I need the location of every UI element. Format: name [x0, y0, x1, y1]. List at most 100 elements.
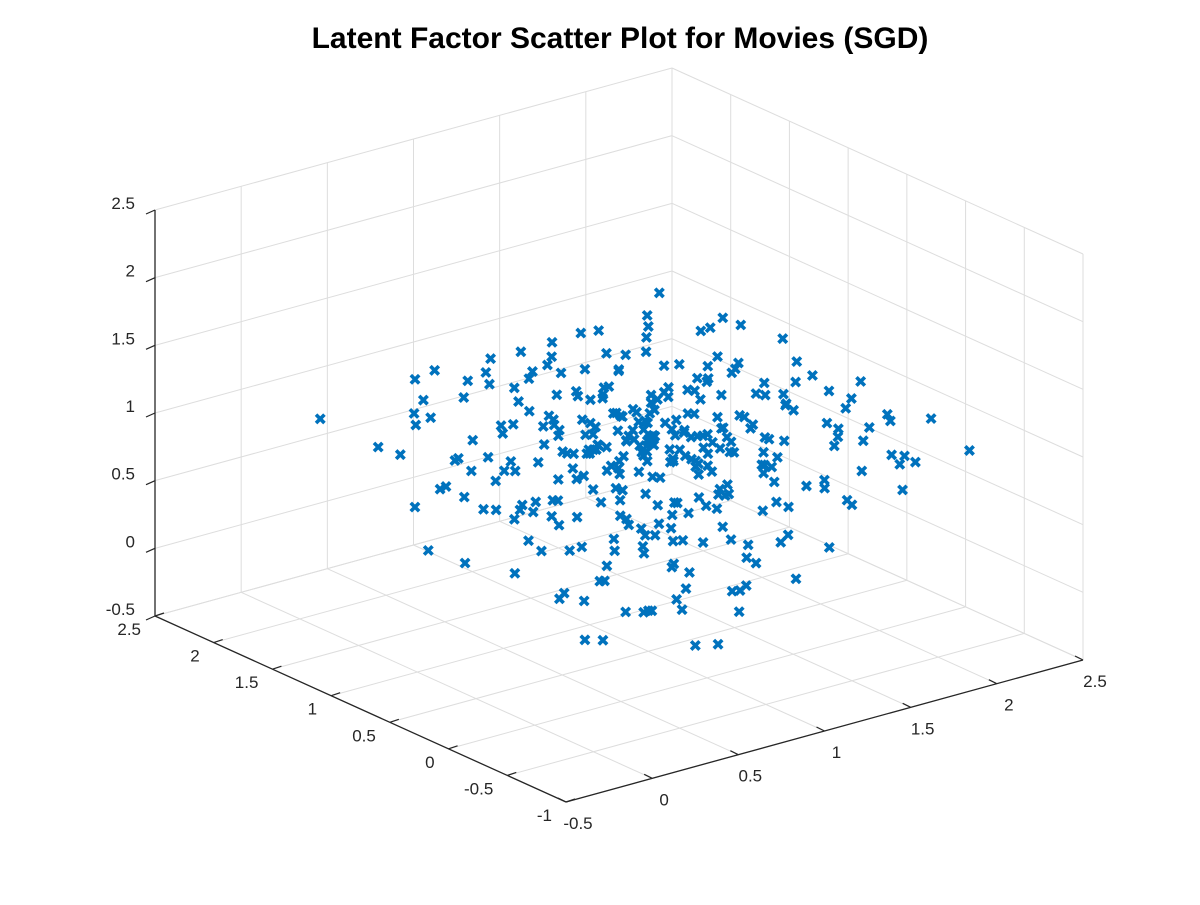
data-point — [546, 351, 558, 363]
data-point — [490, 475, 502, 487]
y-tick — [448, 745, 458, 750]
data-point — [636, 446, 648, 458]
data-point — [570, 385, 582, 397]
data-point — [508, 382, 520, 394]
grid-line-z-backwall — [671, 135, 1084, 323]
data-point — [715, 389, 727, 401]
data-point — [777, 333, 789, 345]
data-point — [621, 513, 632, 525]
data-point — [823, 385, 835, 397]
data-point — [693, 469, 705, 480]
data-point — [658, 360, 670, 372]
grid-line-z-backwall — [671, 473, 1084, 661]
data-point — [408, 407, 420, 419]
data-point — [505, 455, 517, 467]
data-point — [665, 522, 677, 534]
data-point — [535, 545, 547, 557]
y-tick — [565, 798, 576, 803]
data-point — [828, 440, 840, 452]
data-point — [701, 376, 713, 388]
data-point — [775, 536, 787, 548]
ticks-layer: -0.500.511.522.5-1-0.500.511.522.5-0.500… — [106, 194, 1107, 833]
data-point — [631, 406, 643, 418]
data-point — [576, 541, 588, 553]
data-point — [599, 575, 610, 587]
data-point — [523, 405, 535, 417]
data-point — [640, 331, 652, 343]
z-tick-label: 0.5 — [111, 465, 135, 484]
x-tick — [1074, 655, 1084, 661]
data-point — [692, 430, 704, 442]
grid-line-x-floor — [327, 568, 739, 756]
data-point — [691, 372, 703, 384]
data-point — [514, 504, 526, 516]
data-point — [652, 499, 664, 511]
data-point — [482, 451, 494, 463]
grid-line-z-backwall — [154, 405, 673, 549]
grid-line-x-floor — [413, 544, 825, 732]
data-point — [845, 393, 857, 404]
data-point — [643, 433, 655, 445]
data-point — [758, 459, 770, 471]
data-point — [791, 356, 803, 368]
data-point — [669, 429, 681, 441]
x-tick — [557, 797, 567, 803]
data-point — [485, 353, 497, 365]
data-point — [654, 472, 666, 484]
data-point — [702, 448, 714, 460]
grid-layer — [154, 67, 1084, 803]
data-point — [640, 346, 652, 358]
data-point — [409, 373, 421, 385]
data-point — [697, 537, 709, 548]
data-point — [759, 389, 771, 401]
data-point — [425, 412, 437, 424]
data-point — [639, 415, 651, 427]
data-point — [478, 503, 489, 515]
y-tick-label: 0.5 — [352, 726, 376, 745]
data-point — [394, 449, 406, 461]
data-point — [609, 545, 621, 557]
data-point — [422, 544, 434, 556]
data-point — [638, 606, 650, 618]
data-point — [495, 420, 507, 432]
data-point — [639, 529, 651, 541]
data-point — [788, 404, 800, 416]
data-point — [527, 506, 539, 518]
data-point — [546, 510, 558, 522]
data-point — [526, 366, 538, 378]
data-point — [614, 510, 626, 522]
grid-line-z-backwall — [154, 338, 673, 482]
data-point — [459, 557, 471, 569]
data-point — [770, 496, 782, 508]
data-point — [695, 325, 707, 337]
data-point — [800, 480, 812, 492]
z-tick-label: 2.5 — [111, 194, 135, 213]
data-point — [670, 414, 682, 426]
grid-line-z-backwall — [671, 202, 1084, 390]
data-point — [680, 583, 692, 595]
data-point — [530, 496, 542, 508]
z-tick — [145, 615, 156, 621]
data-point — [652, 393, 663, 405]
data-point — [618, 450, 630, 462]
grid-line-z-backwall — [154, 270, 673, 414]
data-point — [683, 507, 694, 519]
data-point — [666, 509, 678, 521]
z-tick-label: 1 — [126, 397, 135, 416]
data-point — [721, 431, 733, 443]
data-point — [646, 605, 658, 617]
grid-line-y-floor — [272, 526, 790, 670]
data-point — [607, 407, 619, 419]
data-point — [678, 427, 690, 439]
z-tick — [145, 209, 156, 215]
data-point — [508, 513, 520, 525]
data-point — [711, 503, 723, 515]
data-point — [571, 473, 583, 485]
data-point — [547, 414, 559, 426]
data-point — [806, 369, 818, 381]
data-point — [465, 465, 477, 477]
data-point — [733, 606, 745, 618]
data-point — [738, 411, 750, 423]
y-axis-line — [154, 615, 567, 803]
